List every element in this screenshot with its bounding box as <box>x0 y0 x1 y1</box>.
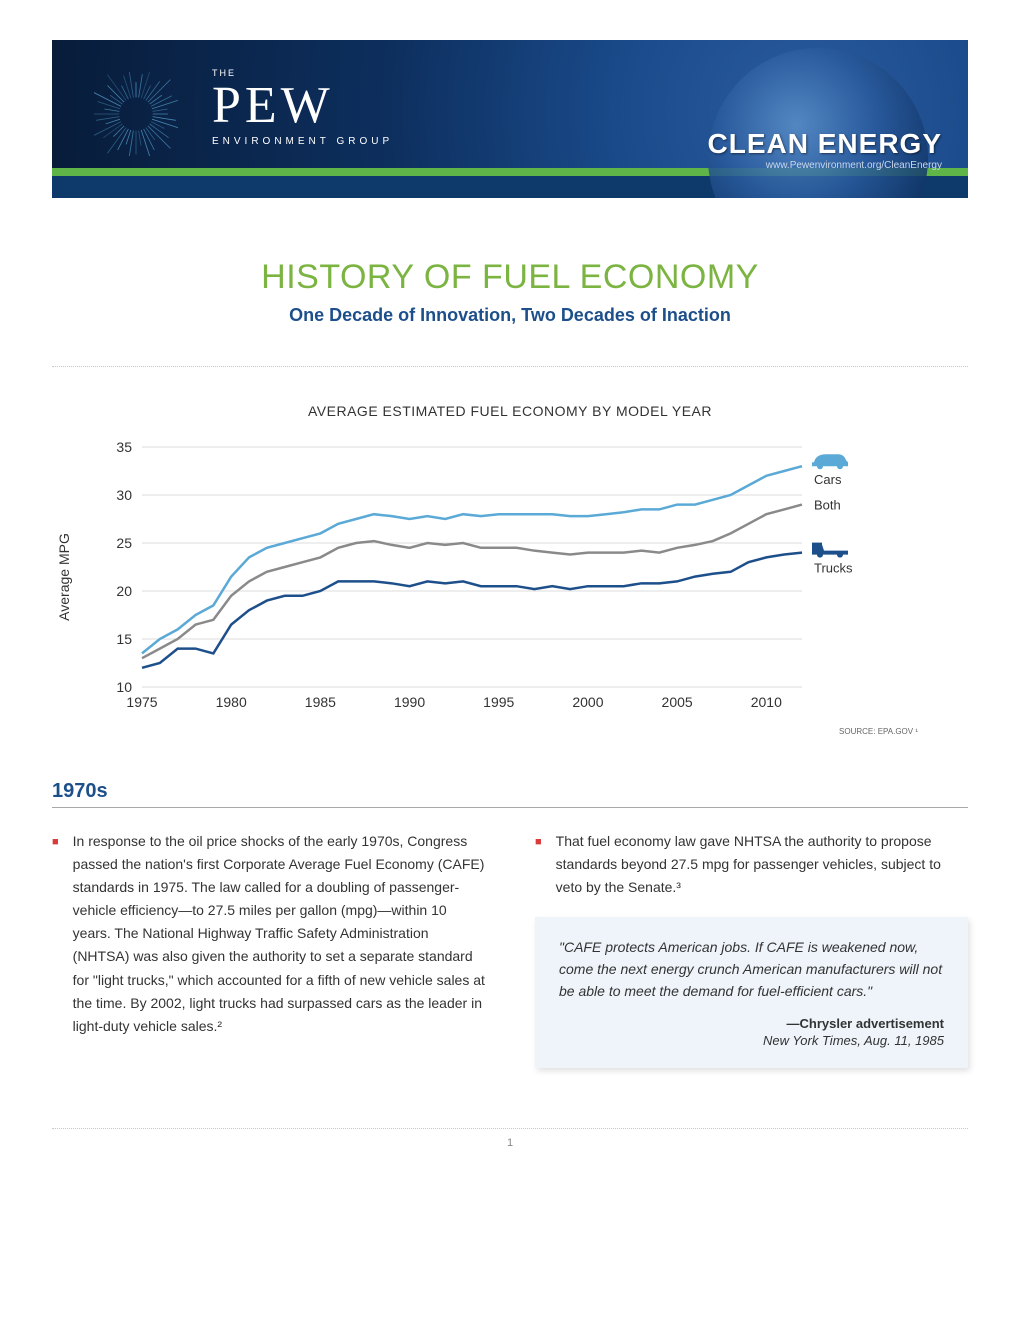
section-divider <box>52 807 968 808</box>
svg-text:1980: 1980 <box>216 694 247 710</box>
chart-y-label: Average MPG <box>56 533 72 621</box>
divider <box>52 366 968 367</box>
bullet-item: ■ In response to the oil price shocks of… <box>52 830 485 1038</box>
column-right: ■ That fuel economy law gave NHTSA the a… <box>535 830 968 1068</box>
svg-text:1995: 1995 <box>483 694 514 710</box>
line-chart: 10 15 20 25 30 35 1975 1980 1985 1990 1995 2000 2005… <box>92 437 912 717</box>
logo-brand: PEW <box>212 80 393 132</box>
sun-icon <box>94 72 178 156</box>
svg-text:20: 20 <box>116 583 132 599</box>
svg-text:Cars: Cars <box>814 472 842 487</box>
svg-text:Both: Both <box>814 498 841 513</box>
svg-text:2010: 2010 <box>751 694 782 710</box>
svg-text:1990: 1990 <box>394 694 425 710</box>
svg-text:1985: 1985 <box>305 694 336 710</box>
quote-text: "CAFE protects American jobs. If CAFE is… <box>559 937 944 1002</box>
svg-text:30: 30 <box>116 487 132 503</box>
clean-energy-tag: CLEAN ENERGY <box>708 128 942 160</box>
bullet-icon: ■ <box>52 830 59 1038</box>
section-heading-1970s: 1970s <box>52 780 968 803</box>
chart-title: AVERAGE ESTIMATED FUEL ECONOMY BY MODEL … <box>92 403 928 419</box>
bullet-icon: ■ <box>535 830 542 899</box>
title-block: HISTORY OF FUEL ECONOMY One Decade of In… <box>52 258 968 326</box>
quote-attribution: —Chrysler advertisement <box>559 1016 944 1031</box>
banner-tagline: CLEAN ENERGY www.Pewenvironment.org/Clea… <box>708 128 942 171</box>
two-column-body: ■ In response to the oil price shocks of… <box>52 830 968 1068</box>
svg-text:1975: 1975 <box>126 694 157 710</box>
svg-text:35: 35 <box>116 439 132 455</box>
svg-text:2005: 2005 <box>662 694 693 710</box>
svg-text:Trucks: Trucks <box>814 561 853 576</box>
chart-container: Average MPG 1015202530351975198019851990… <box>92 437 928 717</box>
page-title: HISTORY OF FUEL ECONOMY <box>52 258 968 297</box>
svg-text:15: 15 <box>116 631 132 647</box>
chart-source: SOURCE: EPA.GOV ¹ <box>92 727 928 736</box>
page-number: 1 <box>52 1137 968 1149</box>
logo-sub: ENVIRONMENT GROUP <box>212 136 393 147</box>
quote-box: "CAFE protects American jobs. If CAFE is… <box>535 917 968 1068</box>
svg-text:2000: 2000 <box>572 694 603 710</box>
footer-divider <box>52 1128 968 1129</box>
body-text: In response to the oil price shocks of t… <box>73 830 485 1038</box>
chart-section: AVERAGE ESTIMATED FUEL ECONOMY BY MODEL … <box>92 403 928 736</box>
page-subtitle: One Decade of Innovation, Two Decades of… <box>52 305 968 326</box>
body-text: That fuel economy law gave NHTSA the aut… <box>556 830 968 899</box>
banner-url: www.Pewenvironment.org/CleanEnergy <box>708 160 942 171</box>
svg-text:10: 10 <box>116 679 132 695</box>
bullet-item: ■ That fuel economy law gave NHTSA the a… <box>535 830 968 899</box>
pew-logo: THE PEW ENVIRONMENT GROUP <box>212 68 393 147</box>
quote-source: New York Times, Aug. 11, 1985 <box>559 1033 944 1048</box>
svg-text:25: 25 <box>116 535 132 551</box>
column-left: ■ In response to the oil price shocks of… <box>52 830 485 1068</box>
header-banner: THE PEW ENVIRONMENT GROUP CLEAN ENERGY w… <box>52 28 968 198</box>
